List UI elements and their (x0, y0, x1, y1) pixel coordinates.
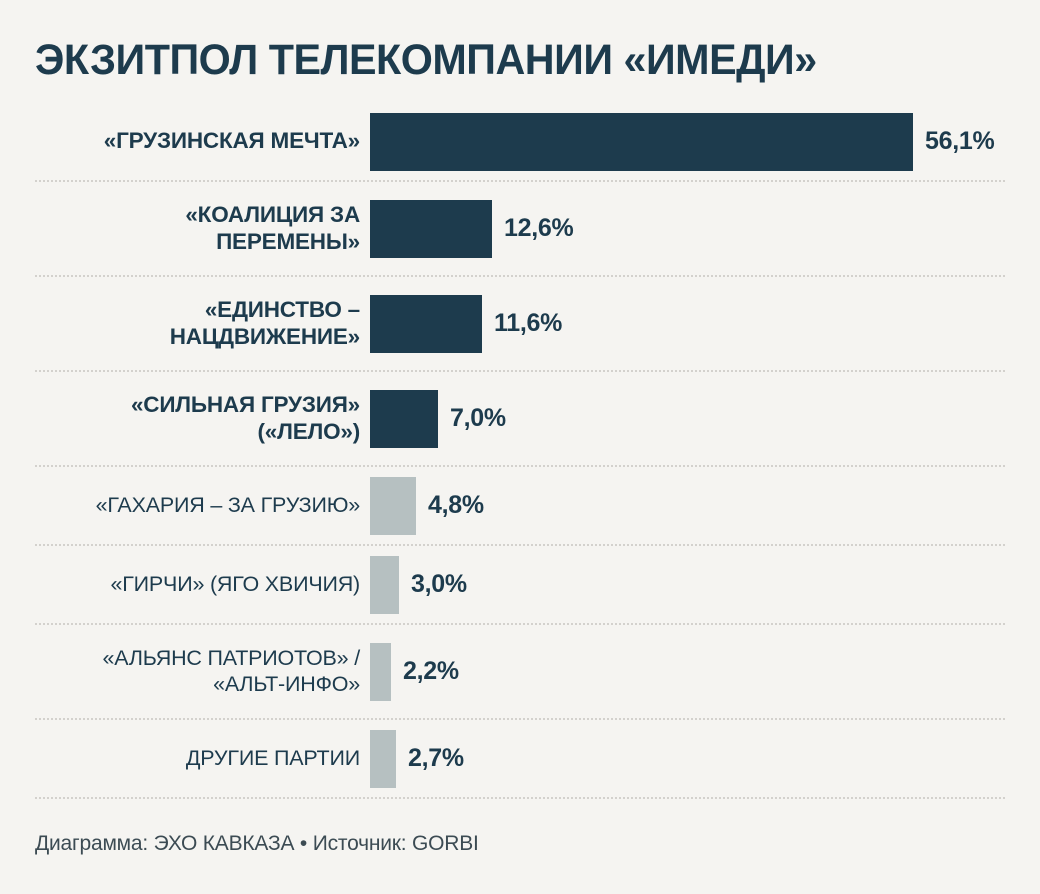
bar-value-label: 2,2% (403, 657, 459, 686)
bar-category-label-line1: ДРУГИЕ ПАРТИИ (185, 745, 360, 770)
bar-plot-area: 4,8% (370, 467, 1005, 544)
bar-category-label: ДРУГИЕ ПАРТИИ (35, 746, 370, 771)
bar-value-label: 2,7% (408, 744, 464, 773)
page-title: ЭКЗИТПОЛ ТЕЛЕКОМПАНИИ «ИМЕДИ» (35, 36, 817, 84)
bar-category-label-line2: НАЦДВИЖЕНИЕ» (169, 323, 360, 349)
bar-category-label: «СИЛЬНАЯ ГРУЗИЯ» («ЛЕЛО») (35, 392, 370, 445)
table-row: ДРУГИЕ ПАРТИИ 2,7% (35, 720, 1005, 800)
table-row: «ЕДИНСТВО – НАЦДВИЖЕНИЕ» 11,6% (35, 277, 1005, 373)
bar-category-label-line2: («ЛЕЛО») (257, 418, 361, 444)
bar-plot-area: 7,0% (370, 372, 1005, 465)
bar-value-label: 3,0% (411, 570, 467, 599)
bar-segment (370, 729, 396, 788)
bar-segment (370, 642, 391, 701)
bar-category-label-line1: «ГИРЧИ» (ЯГО ХВИЧИЯ) (110, 571, 360, 596)
table-row: «ГРУЗИНСКАЯ МЕЧТА» 56,1% (35, 103, 1005, 183)
bar-value-label: 7,0% (450, 404, 506, 433)
bar-category-label: «АЛЬЯНС ПАТРИОТОВ» / «АЛЬТ-ИНФО» (35, 646, 370, 697)
bar-category-label: «КОАЛИЦИЯ ЗА ПЕРЕМЕНЫ» (35, 202, 370, 255)
bar-segment (370, 555, 399, 614)
bar-category-label-line1: «ГРУЗИНСКАЯ МЕЧТА» (103, 128, 360, 154)
bar-segment (370, 476, 416, 535)
bar-plot-area: 3,0% (370, 546, 1005, 623)
bar-plot-area: 12,6% (370, 182, 1005, 275)
bar-segment (370, 199, 492, 258)
bar-value-label: 4,8% (428, 491, 484, 520)
bar-category-label-line2: «АЛЬТ-ИНФО» (213, 671, 360, 696)
bar-plot-area: 2,7% (370, 720, 1005, 797)
bar-segment (370, 112, 913, 171)
bar-plot-area: 11,6% (370, 277, 1005, 370)
bar-category-label-line1: «СИЛЬНАЯ ГРУЗИЯ» (130, 392, 360, 418)
bar-segment (370, 294, 482, 353)
bar-value-label: 11,6% (494, 309, 563, 338)
table-row: «АЛЬЯНС ПАТРИОТОВ» / «АЛЬТ-ИНФО» 2,2% (35, 625, 1005, 721)
bar-plot-area: 2,2% (370, 625, 1005, 718)
bar-value-label: 12,6% (504, 214, 574, 243)
bar-category-label-line1: «АЛЬЯНС ПАТРИОТОВ» / (102, 646, 361, 671)
bar-category-label: «ЕДИНСТВО – НАЦДВИЖЕНИЕ» (35, 297, 370, 350)
bar-category-label: «ГИРЧИ» (ЯГО ХВИЧИЯ) (35, 572, 370, 597)
chart-source-caption: Диаграмма: ЭХО КАВКАЗА • Источник: GORBI (35, 832, 479, 855)
bar-category-label-line1: «ГАХАРИЯ – ЗА ГРУЗИЮ» (95, 492, 361, 517)
table-row: «СИЛЬНАЯ ГРУЗИЯ» («ЛЕЛО») 7,0% (35, 372, 1005, 468)
bar-category-label-line1: «КОАЛИЦИЯ ЗА (185, 202, 360, 228)
bar-plot-area: 56,1% (370, 103, 1005, 180)
bar-category-label: «ГАХАРИЯ – ЗА ГРУЗИЮ» (35, 493, 370, 518)
bar-value-label: 56,1% (925, 127, 995, 156)
table-row: «КОАЛИЦИЯ ЗА ПЕРЕМЕНЫ» 12,6% (35, 182, 1005, 278)
bar-chart-rows: «ГРУЗИНСКАЯ МЕЧТА» 56,1% «КОАЛИЦИЯ ЗА ПЕРЕМ… (35, 103, 1005, 800)
bar-category-label-line1: «ЕДИНСТВО – (204, 297, 360, 323)
table-row: «ГАХАРИЯ – ЗА ГРУЗИЮ» 4,8% (35, 467, 1005, 547)
bar-category-label: «ГРУЗИНСКАЯ МЕЧТА» (35, 128, 370, 155)
bar-category-label-line2: ПЕРЕМЕНЫ» (216, 228, 360, 254)
table-row: «ГИРЧИ» (ЯГО ХВИЧИЯ) 3,0% (35, 546, 1005, 626)
bar-segment (370, 389, 438, 448)
